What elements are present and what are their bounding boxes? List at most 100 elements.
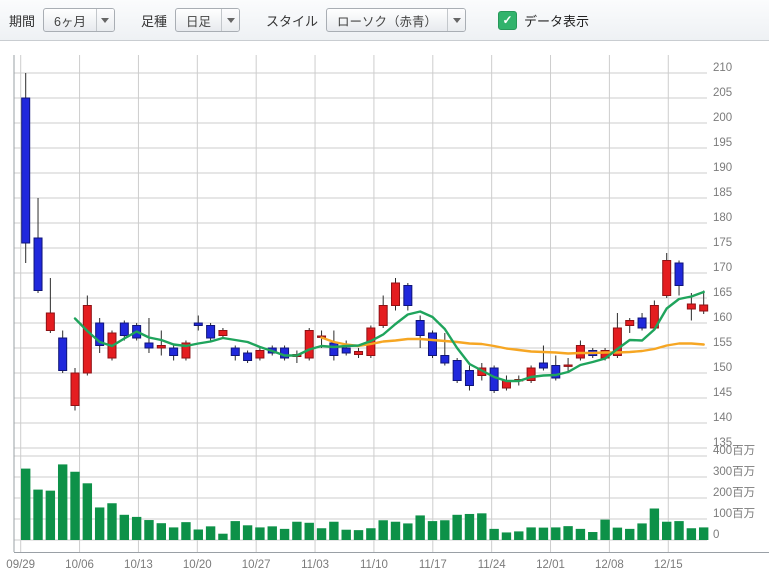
price-tick-label: 210 bbox=[713, 62, 732, 74]
volume-bar bbox=[452, 514, 462, 540]
candle-up bbox=[378, 305, 388, 326]
candle-down bbox=[58, 337, 68, 371]
volume-bar bbox=[649, 508, 660, 540]
candle-down bbox=[452, 360, 462, 381]
period-label: 期間 bbox=[9, 13, 36, 29]
candle-up bbox=[354, 351, 364, 355]
candle-up bbox=[255, 350, 265, 359]
price-tick-label: 165 bbox=[713, 287, 732, 299]
volume-bar bbox=[45, 490, 56, 540]
date-tick-label: 11/03 bbox=[301, 559, 329, 571]
candle-down bbox=[329, 342, 339, 356]
volume-tick-label: 400百万 bbox=[713, 445, 755, 457]
volume-bar bbox=[193, 529, 203, 540]
volume-bar bbox=[526, 527, 536, 540]
volume-bar bbox=[464, 513, 475, 540]
candle-up bbox=[70, 372, 80, 406]
candle-down bbox=[33, 237, 43, 291]
candlestick-chart-plot-area[interactable]: 210 205 200 195 190 185 180 175 170 165 160 155 150 1… bbox=[0, 41, 769, 582]
candle-down bbox=[538, 362, 548, 369]
candlestick-series bbox=[21, 73, 709, 411]
chevron-down-icon bbox=[447, 9, 466, 31]
volume-bar bbox=[181, 522, 191, 540]
volume-bar bbox=[612, 527, 623, 540]
candle-up bbox=[218, 330, 228, 336]
date-tick-label: 12/08 bbox=[595, 559, 624, 571]
volume-bar bbox=[501, 532, 512, 540]
volume-bar bbox=[440, 520, 450, 540]
checkbox-checked-icon[interactable]: ✓ bbox=[498, 10, 518, 30]
bar-type-label: 足種 bbox=[140, 13, 167, 29]
candle-up bbox=[181, 342, 191, 359]
style-label: スタイル bbox=[266, 13, 319, 29]
volume-bar bbox=[168, 527, 179, 540]
data-display-toggle[interactable]: ✓ データ表示 bbox=[498, 10, 590, 30]
candle-up bbox=[686, 303, 696, 310]
volume-bar bbox=[427, 521, 438, 540]
date-tick-label: 11/24 bbox=[478, 559, 507, 571]
volume-bar bbox=[366, 528, 376, 540]
period-dropdown-value: 6ヶ月 bbox=[54, 14, 86, 29]
candle-down bbox=[551, 365, 561, 379]
date-tick-label: 10/13 bbox=[124, 559, 153, 571]
candle-up bbox=[45, 312, 55, 331]
volume-bar bbox=[119, 514, 130, 540]
volume-bar bbox=[575, 528, 586, 540]
volume-bar bbox=[316, 528, 327, 540]
chevron-down-icon bbox=[221, 9, 239, 31]
candle-up bbox=[391, 282, 401, 306]
ma-long-line bbox=[320, 336, 705, 355]
volume-tick-label: 200百万 bbox=[713, 487, 755, 499]
candle-up bbox=[575, 345, 585, 359]
volume-bar bbox=[341, 529, 351, 540]
volume-bar bbox=[33, 489, 43, 540]
bar-type-dropdown-value: 日足 bbox=[185, 14, 211, 29]
candle-down bbox=[427, 332, 437, 356]
date-tick-label: 10/27 bbox=[242, 559, 271, 571]
volume-bar bbox=[538, 527, 549, 540]
volume-bar bbox=[662, 521, 672, 540]
volume-bar bbox=[218, 533, 228, 540]
volume-series bbox=[21, 464, 709, 540]
style-dropdown[interactable]: ローソク（赤青） bbox=[326, 8, 467, 32]
date-tick-label: 10/20 bbox=[183, 559, 212, 571]
candle-down bbox=[403, 285, 413, 306]
volume-bar bbox=[292, 521, 302, 540]
volume-bar bbox=[107, 503, 117, 540]
candle-down bbox=[674, 262, 684, 286]
candle-down bbox=[440, 355, 450, 364]
volume-bar bbox=[390, 521, 401, 540]
volume-bar bbox=[415, 515, 425, 540]
volume-bar bbox=[403, 523, 413, 540]
volume-bar bbox=[94, 507, 105, 540]
price-tick-label: 195 bbox=[713, 137, 732, 149]
volume-tick-label: 100百万 bbox=[713, 508, 755, 520]
date-tick-label: 10/06 bbox=[65, 559, 94, 571]
candle-up bbox=[699, 304, 709, 312]
candle-up bbox=[526, 367, 536, 381]
bar-type-dropdown[interactable]: 日足 bbox=[174, 8, 240, 32]
price-tick-label: 160 bbox=[713, 312, 732, 324]
axis-labels: 210 205 200 195 190 185 180 175 170 165 160 155 150 1… bbox=[6, 62, 755, 571]
date-tick-label: 12/01 bbox=[536, 559, 565, 571]
volume-bar bbox=[304, 522, 314, 540]
price-tick-label: 155 bbox=[713, 337, 732, 349]
volume-bar bbox=[242, 525, 253, 540]
volume-bar bbox=[205, 526, 216, 540]
data-display-label: データ表示 bbox=[524, 13, 590, 29]
date-tick-label: 11/17 bbox=[419, 559, 447, 571]
volume-bar bbox=[353, 530, 364, 540]
price-tick-label: 190 bbox=[713, 162, 732, 174]
price-tick-label: 180 bbox=[713, 212, 732, 224]
candle-down bbox=[415, 320, 425, 336]
price-tick-label: 140 bbox=[713, 412, 732, 424]
volume-bar bbox=[255, 527, 265, 540]
volume-bar bbox=[21, 468, 31, 540]
price-tick-label: 170 bbox=[713, 262, 732, 274]
period-dropdown[interactable]: 6ヶ月 bbox=[43, 8, 115, 32]
chart-toolbar: 期間 6ヶ月 足種 日足 スタイル ローソク（赤青） ✓ データ表示 bbox=[0, 0, 769, 41]
volume-bar bbox=[329, 521, 339, 540]
volume-bar bbox=[563, 526, 573, 540]
volume-bar bbox=[477, 513, 487, 540]
volume-bar bbox=[131, 516, 142, 540]
